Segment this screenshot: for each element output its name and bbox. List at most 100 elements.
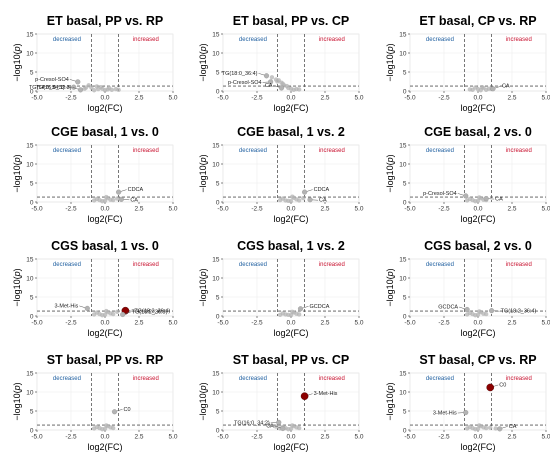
labelled-point — [463, 193, 469, 199]
data-point — [83, 85, 89, 90]
x-tick-label: -2.5 — [438, 206, 450, 213]
point-label: TG(16:0_34:2) — [234, 420, 270, 426]
labelled-point — [463, 409, 469, 416]
labelled-point — [77, 87, 84, 93]
decreased-label: decreased — [239, 148, 267, 154]
y-tick-label: 0 — [403, 199, 407, 206]
y-tick-label: 10 — [399, 389, 407, 396]
panel-title: CGS basal, 2 vs. 0 — [424, 239, 532, 253]
y-axis-label-text: −log10( — [385, 276, 395, 306]
y-axis-label-text: −log10( — [385, 390, 395, 420]
y-tick-label: 5 — [30, 69, 34, 76]
x-tick-label: 0.0 — [100, 95, 109, 102]
y-tick-label: 0 — [30, 88, 34, 95]
panel-title: ET basal, PP vs. CP — [233, 14, 350, 28]
point-label: 3-Met-His — [54, 303, 78, 309]
increased-label: increased — [133, 376, 159, 382]
x-tick-label: 5.0 — [354, 206, 363, 213]
x-tick-label: -5.0 — [404, 434, 416, 441]
y-tick-label: 15 — [399, 370, 407, 377]
y-tick-label: 0 — [216, 88, 220, 95]
x-tick-label: -2.5 — [251, 434, 263, 441]
increased-label: increased — [506, 37, 532, 43]
increased-label: increased — [133, 148, 159, 154]
labelled-point — [120, 311, 126, 318]
volcano-panel: ST basal, PP vs. CP decreased increased -5.… — [198, 353, 364, 452]
data-point — [106, 85, 112, 91]
data-point — [94, 196, 100, 202]
significant-point — [300, 392, 309, 400]
point-label: C0 — [124, 407, 131, 413]
decreased-label: decreased — [239, 37, 267, 43]
panel-title: CGS basal, 1 vs. 2 — [237, 239, 345, 253]
decreased-label: decreased — [53, 262, 81, 268]
y-tick-label: 15 — [26, 256, 34, 263]
data-point — [483, 87, 489, 93]
y-tick-label: 5 — [30, 408, 34, 415]
y-axis-label-close: ) — [198, 43, 208, 46]
panel-title: ET basal, PP vs. RP — [47, 14, 164, 28]
data-point — [100, 427, 105, 432]
x-tick-label: 2.5 — [134, 434, 143, 441]
point-label: p-Cresol-SO4 — [423, 191, 457, 197]
data-point — [473, 313, 478, 318]
x-tick-label: -5.0 — [31, 434, 43, 441]
x-tick-label: -2.5 — [438, 434, 450, 441]
labelled-point — [483, 196, 489, 202]
x-tick-label: 5.0 — [541, 320, 550, 327]
x-tick-label: 0.0 — [286, 320, 295, 327]
data-point — [94, 310, 100, 315]
y-tick-label: 10 — [26, 275, 34, 282]
y-axis-label-text: −log10( — [12, 390, 22, 420]
x-tick-label: 2.5 — [507, 95, 516, 102]
point-label: CDCA — [314, 187, 330, 193]
increased-label: increased — [506, 376, 532, 382]
point-label: CA — [495, 197, 503, 203]
y-axis-label-text: −log10( — [12, 276, 22, 306]
increased-label: increased — [319, 376, 345, 382]
point-label: 3-Met-His — [314, 391, 338, 397]
x-tick-label: -2.5 — [65, 206, 77, 213]
data-point — [477, 195, 482, 200]
labelled-point — [490, 86, 496, 92]
x-tick-label: -5.0 — [404, 95, 416, 102]
data-point — [104, 194, 109, 200]
y-tick-label: 5 — [216, 69, 220, 76]
x-axis-label: log2(FC) — [273, 328, 308, 338]
data-point — [473, 199, 478, 204]
x-tick-label: 5.0 — [541, 434, 550, 441]
y-axis-label: −log10(p) — [385, 43, 395, 81]
increased-label: increased — [506, 262, 532, 268]
volcano-panel: CGE basal, 2 vs. 0 decreased increased -5.0… — [385, 125, 550, 224]
point-label: TG(14:0_34:1) — [29, 85, 65, 91]
data-point — [286, 312, 291, 318]
y-tick-label: 10 — [399, 161, 407, 168]
data-point — [113, 86, 119, 92]
y-tick-label: 15 — [26, 31, 34, 38]
x-tick-label: -5.0 — [217, 434, 229, 441]
point-label: CA — [502, 84, 510, 90]
y-axis-label: −log10(p) — [12, 268, 22, 306]
y-tick-label: 10 — [26, 389, 34, 396]
x-tick-label: 2.5 — [507, 320, 516, 327]
data-point — [94, 84, 100, 89]
volcano-panel: CGE basal, 1 vs. 2 decreased increased -5.0… — [198, 125, 364, 224]
panel-title: ST basal, PP vs. CP — [233, 353, 350, 367]
y-tick-label: 15 — [212, 142, 220, 149]
y-axis-label: −log10(p) — [12, 43, 22, 81]
y-tick-label: 0 — [30, 427, 34, 434]
data-point — [286, 85, 291, 91]
decreased-label: decreased — [239, 262, 267, 268]
data-point — [477, 423, 482, 428]
y-axis-label-close: ) — [12, 154, 22, 157]
y-tick-label: 15 — [212, 370, 220, 377]
x-tick-label: 0.0 — [286, 206, 295, 213]
volcano-panel: ET basal, CP vs. RP decreased increased -5.… — [385, 14, 550, 113]
data-point — [100, 86, 105, 91]
x-tick-label: -2.5 — [65, 320, 77, 327]
y-tick-label: 5 — [30, 294, 34, 301]
x-tick-label: -2.5 — [438, 95, 450, 102]
data-point — [280, 196, 286, 201]
decreased-label: decreased — [239, 376, 267, 382]
